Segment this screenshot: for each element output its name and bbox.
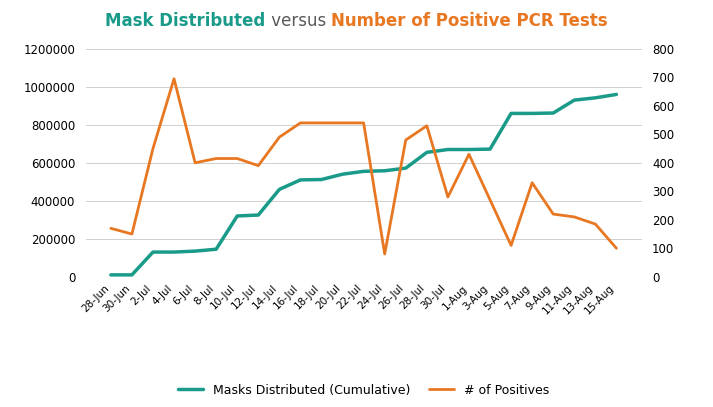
Text: versus: versus [265, 12, 331, 30]
Text: Mask Distributed: Mask Distributed [106, 12, 265, 30]
Text: Number of Positive PCR Tests: Number of Positive PCR Tests [331, 12, 607, 30]
Legend: Masks Distributed (Cumulative), # of Positives: Masks Distributed (Cumulative), # of Pos… [173, 379, 554, 402]
